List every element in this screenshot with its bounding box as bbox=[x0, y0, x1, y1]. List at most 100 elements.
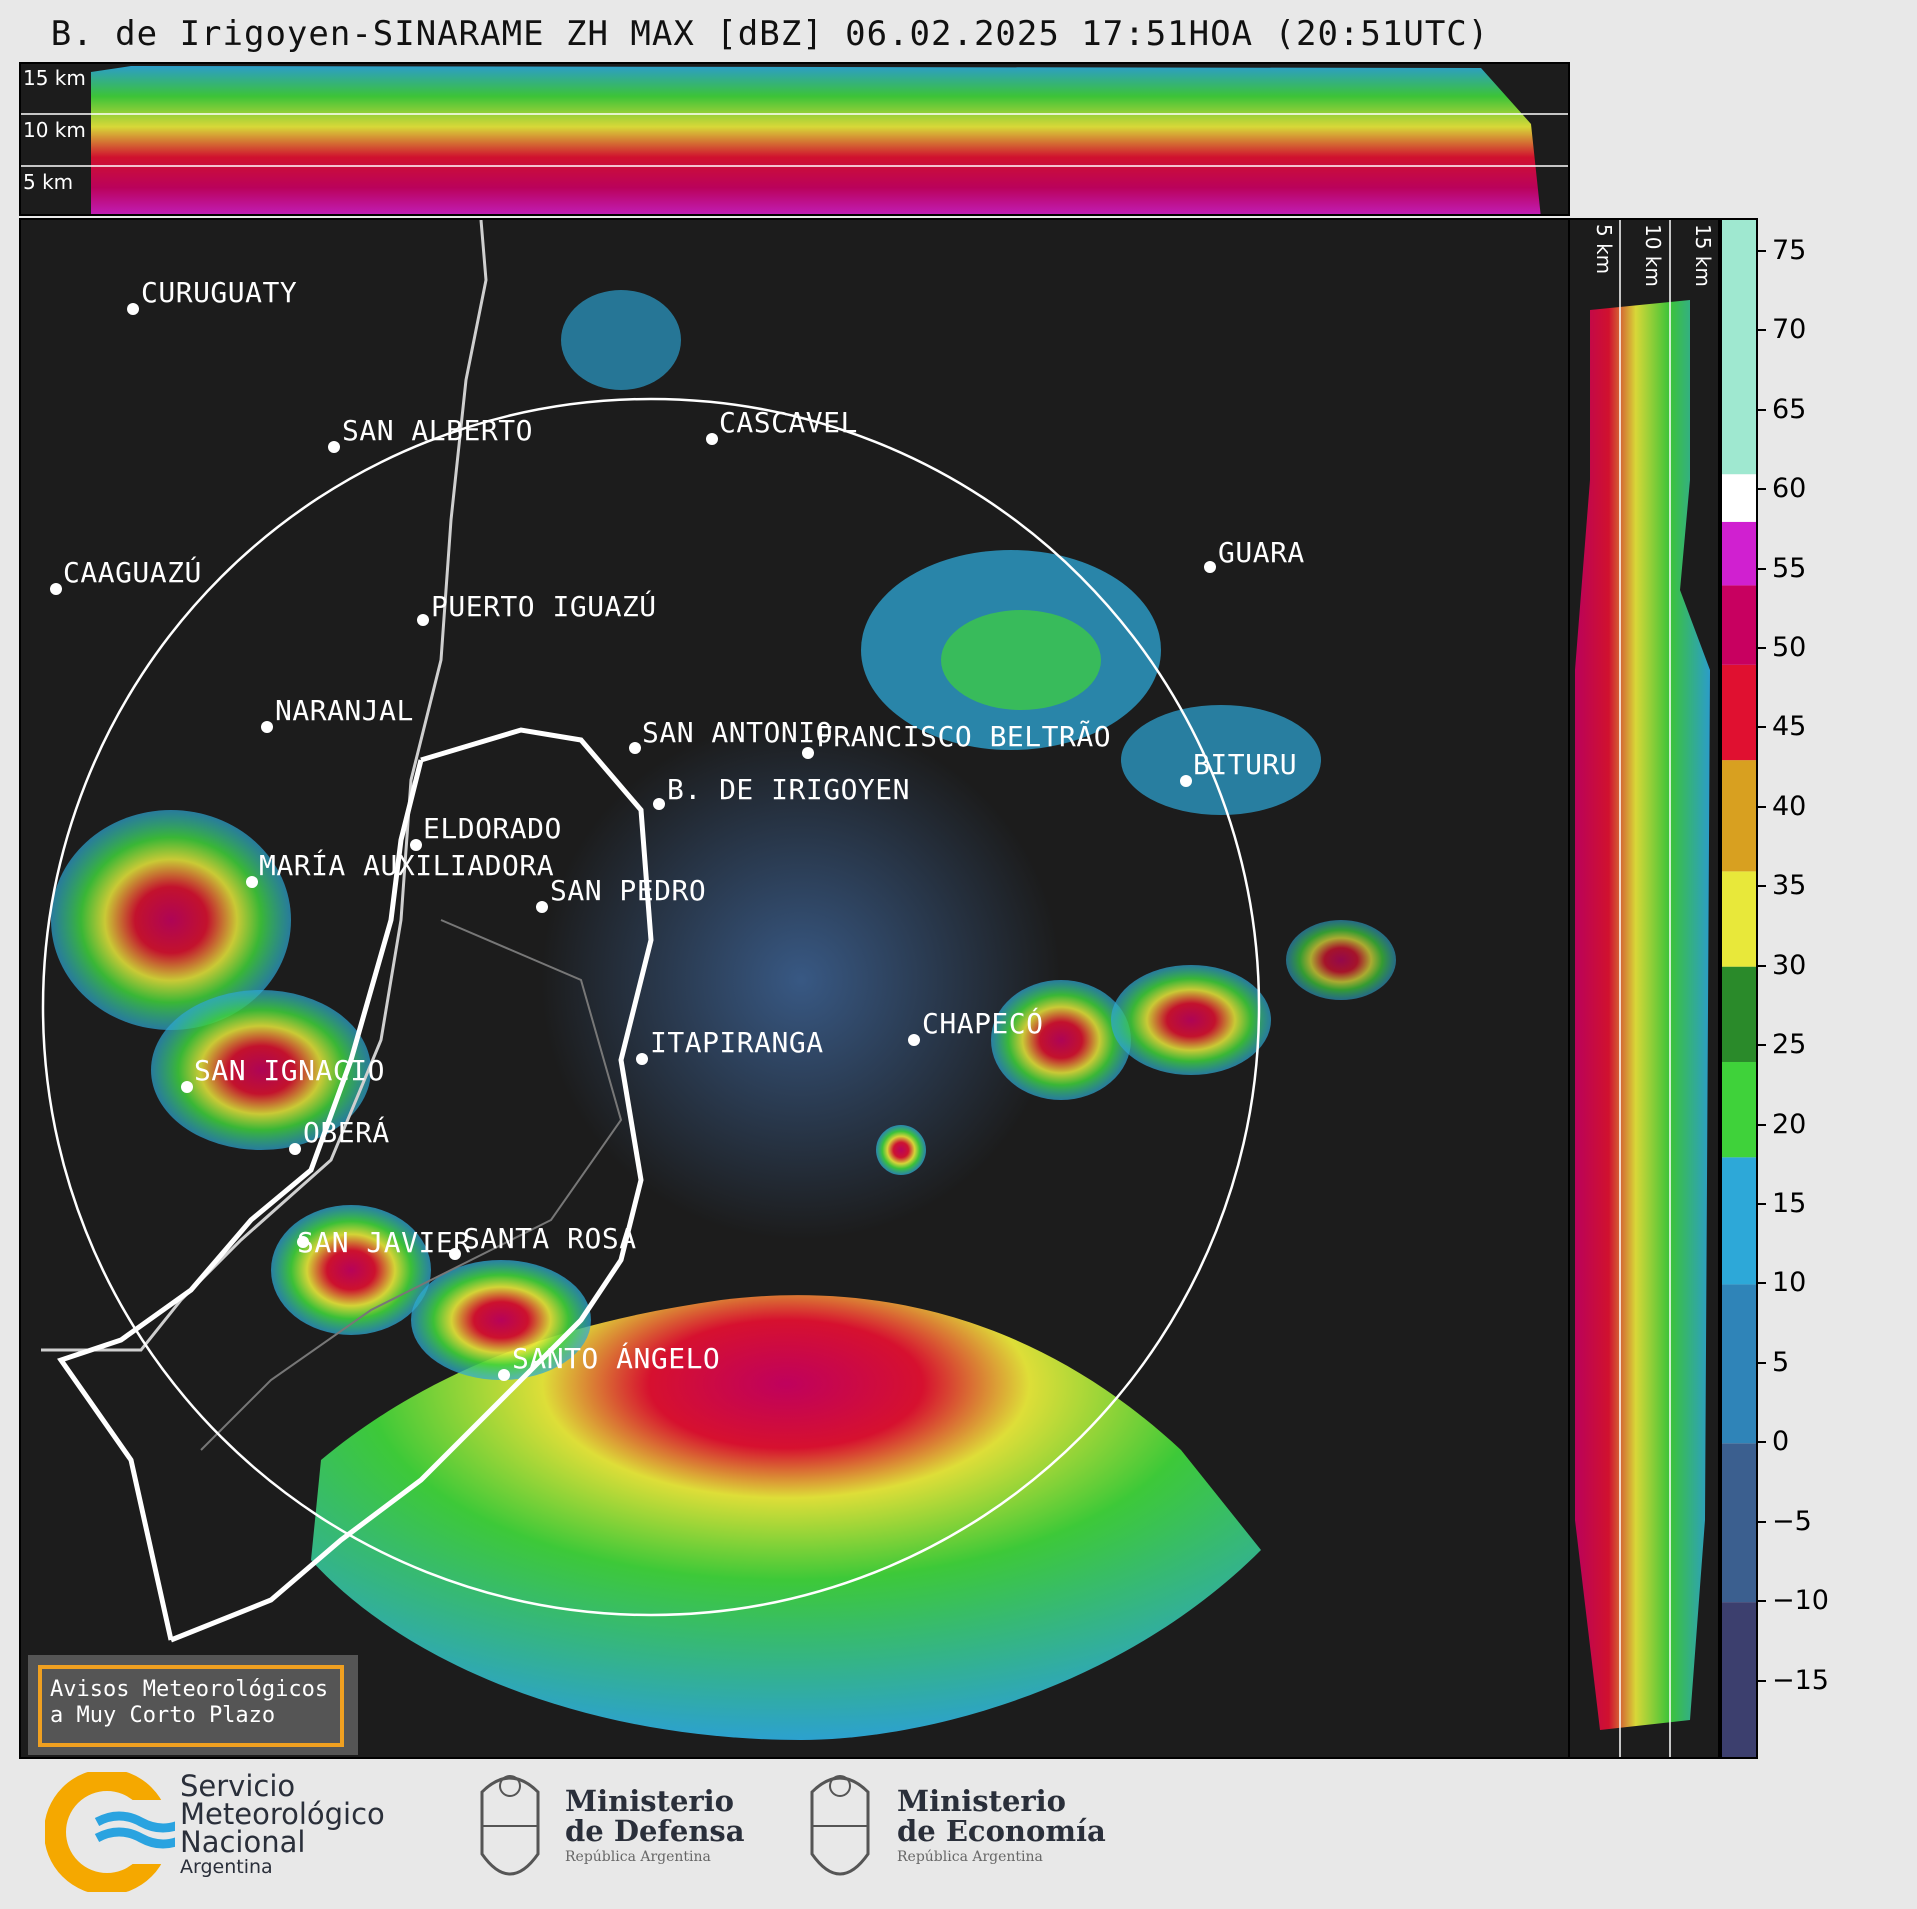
right-alt-label-10: 10 km bbox=[1641, 224, 1665, 287]
city-label-eldorado: ELDORADO bbox=[423, 812, 562, 845]
colorbar-tick-mark bbox=[1758, 646, 1766, 649]
colorbar-tick-label: 40 bbox=[1772, 790, 1807, 822]
smn-line-3: Nacional bbox=[180, 1825, 306, 1859]
colorbar-tick-label: 65 bbox=[1772, 393, 1807, 425]
city-label-san-pedro: SAN PEDRO bbox=[550, 874, 707, 907]
city-dot-santa-rosa bbox=[449, 1248, 461, 1260]
colorbar-segment bbox=[1722, 1602, 1756, 1757]
colorbar-svg bbox=[1722, 220, 1756, 1757]
colorbar-tick-mark bbox=[1758, 408, 1766, 411]
defensa-line-3: República Argentina bbox=[565, 1849, 711, 1865]
radar-map: CURUGUATY SAN ALBERTO CASCAVEL CAAGUAZÚ … bbox=[19, 218, 1570, 1759]
defensa-logo-text: Ministerio de Defensa República Argentin… bbox=[565, 1786, 745, 1868]
city-dot-caaguazu bbox=[50, 583, 62, 595]
colorbar-tick-mark bbox=[1758, 1679, 1766, 1682]
city-label-maria-auxiliadora: MARÍA AUXILIADORA bbox=[259, 849, 555, 882]
city-dot-eldorado bbox=[410, 839, 422, 851]
colorbar-tick-label: 50 bbox=[1772, 631, 1807, 663]
colorbar-tick-label: 75 bbox=[1772, 234, 1807, 266]
city-label-san-antonio: SAN ANTONIO bbox=[642, 716, 833, 749]
city-dot-san-ignacio bbox=[181, 1081, 193, 1093]
city-dot-san-pedro bbox=[536, 901, 548, 913]
colorbar-tick-mark bbox=[1758, 249, 1766, 252]
colorbar-tick-mark bbox=[1758, 1123, 1766, 1126]
city-label-santa-rosa: SANTA ROSA bbox=[463, 1222, 637, 1255]
colorbar-tick-mark bbox=[1758, 805, 1766, 808]
colorbar-tick-mark bbox=[1758, 1520, 1766, 1523]
economia-line-1: Ministerio bbox=[897, 1784, 1067, 1818]
right-alt-label-15: 15 km bbox=[1691, 224, 1715, 287]
colorbar-tick-mark bbox=[1758, 329, 1766, 332]
city-dot-san-javier bbox=[297, 1236, 309, 1248]
economia-line-2: de Economía bbox=[897, 1814, 1106, 1848]
colorbar-segment bbox=[1722, 760, 1756, 872]
city-label-puerto-iguazu: PUERTO IGUAZÚ bbox=[431, 590, 657, 623]
radar-map-svg bbox=[41, 220, 1396, 1740]
smn-logo-text: Servicio Meteorológico Nacional Argentin… bbox=[180, 1772, 385, 1879]
colorbar bbox=[1720, 218, 1758, 1759]
colorbar-tick-mark bbox=[1758, 885, 1766, 888]
colorbar-tick-mark bbox=[1758, 1044, 1766, 1047]
city-dot-naranjal bbox=[261, 721, 273, 733]
city-dot-cascavel bbox=[706, 433, 718, 445]
colorbar-segment bbox=[1722, 1443, 1756, 1603]
city-label-guara: GUARA bbox=[1218, 536, 1305, 569]
city-dot-itapiranga bbox=[636, 1053, 648, 1065]
city-label-san-alberto: SAN ALBERTO bbox=[342, 414, 533, 447]
colorbar-tick-mark bbox=[1758, 567, 1766, 570]
colorbar-tick-label: −10 bbox=[1772, 1585, 1829, 1617]
colorbar-segment bbox=[1722, 871, 1756, 967]
city-dot-puerto-iguazu bbox=[417, 614, 429, 626]
economia-logo-text: Ministerio de Economía República Argenti… bbox=[897, 1786, 1106, 1868]
city-dot-bituru bbox=[1180, 775, 1192, 787]
colorbar-tick-label: 15 bbox=[1772, 1187, 1807, 1219]
colorbar-tick-mark bbox=[1758, 964, 1766, 967]
city-dot-maria-auxiliadora bbox=[246, 876, 258, 888]
colorbar-tick-label: −15 bbox=[1772, 1664, 1829, 1696]
right-cross-section bbox=[1575, 220, 1710, 1757]
colorbar-segment bbox=[1722, 966, 1756, 1062]
smn-line-2: Meteorológico bbox=[180, 1797, 385, 1831]
city-label-cascavel: CASCAVEL bbox=[719, 406, 858, 439]
smn-logo-icon bbox=[45, 1772, 175, 1892]
city-label-francisco-beltrao: FRANCISCO BELTRÃO bbox=[816, 720, 1112, 753]
colorbar-segment bbox=[1722, 585, 1756, 665]
smn-line-4: Argentina bbox=[180, 1856, 273, 1878]
city-dot-guara bbox=[1204, 561, 1216, 573]
city-label-b-de-irigoyen: B. DE IRIGOYEN bbox=[667, 773, 911, 806]
colorbar-tick-mark bbox=[1758, 488, 1766, 491]
colorbar-tick-label: 25 bbox=[1772, 1029, 1807, 1061]
colorbar-tick-label: 0 bbox=[1772, 1426, 1790, 1458]
city-dot-curuguaty bbox=[127, 303, 139, 315]
city-dot-obera bbox=[289, 1143, 301, 1155]
avisos-line-2: a Muy Corto Plazo bbox=[50, 1703, 276, 1728]
city-label-caaguazu: CAAGUAZÚ bbox=[63, 556, 202, 589]
colorbar-tick-label: −5 bbox=[1772, 1505, 1812, 1537]
colorbar-tick-label: 20 bbox=[1772, 1108, 1807, 1140]
city-label-curuguaty: CURUGUATY bbox=[141, 276, 298, 309]
colorbar-segment bbox=[1722, 1284, 1756, 1444]
top-cross-section bbox=[21, 66, 1568, 214]
city-dot-b-de-irigoyen bbox=[653, 798, 665, 810]
colorbar-tick-column: 75 70 65 60 55 50 45 40 35 30 25 20 15 10 5 0 −5 −10 −15 bbox=[1758, 218, 1878, 1759]
colorbar-segment bbox=[1722, 220, 1756, 475]
colorbar-tick-label: 5 bbox=[1772, 1346, 1790, 1378]
avisos-line-1: Avisos Meteorológicos bbox=[50, 1677, 329, 1702]
city-label-naranjal: NARANJAL bbox=[275, 694, 414, 727]
city-dot-santo-angelo bbox=[498, 1369, 510, 1381]
top-alt-label-10: 10 km bbox=[23, 118, 86, 142]
right-cross-section-panel: 5 km 10 km 15 km bbox=[1570, 218, 1720, 1759]
city-label-bituru: BITURU bbox=[1193, 748, 1298, 781]
colorbar-tick-label: 55 bbox=[1772, 552, 1807, 584]
colorbar-tick-label: 70 bbox=[1772, 314, 1807, 346]
colorbar-segment bbox=[1722, 521, 1756, 586]
avisos-box[interactable]: Avisos Meteorológicos a Muy Corto Plazo bbox=[28, 1655, 358, 1755]
chart-title: B. de Irigoyen-SINARAME ZH MAX [dBZ] 06.… bbox=[50, 14, 1490, 54]
top-alt-label-5: 5 km bbox=[23, 170, 74, 194]
city-dot-chapeco bbox=[908, 1034, 920, 1046]
economia-line-3: República Argentina bbox=[897, 1849, 1043, 1865]
colorbar-tick-mark bbox=[1758, 1361, 1766, 1364]
economia-escudo-icon bbox=[810, 1775, 870, 1876]
top-alt-label-15: 15 km bbox=[23, 66, 86, 90]
colorbar-segment bbox=[1722, 1061, 1756, 1158]
